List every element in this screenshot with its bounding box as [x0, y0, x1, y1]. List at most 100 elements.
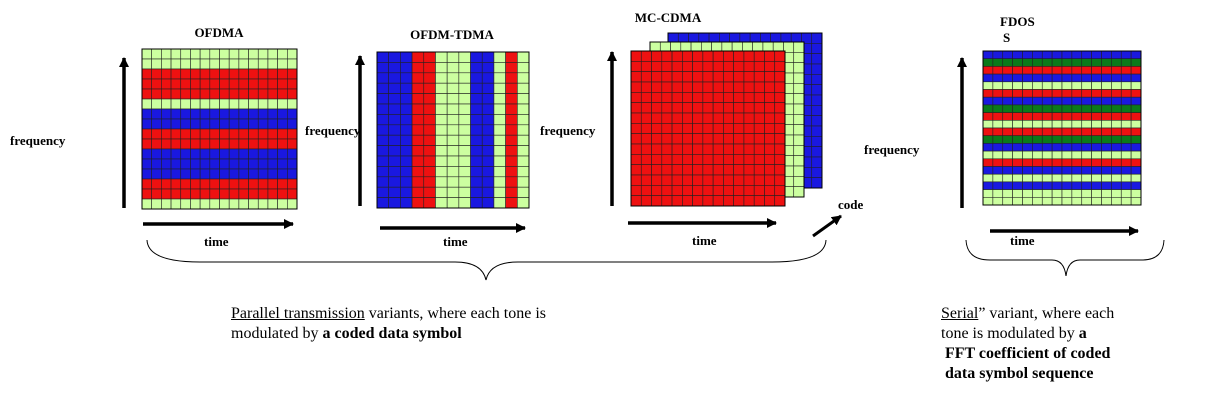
ofdma-grid-cell [161, 98, 172, 110]
fdoss-grid-cell [1130, 166, 1142, 175]
fdoss-grid-cell [1071, 120, 1083, 129]
fdoss-grid-cell [1101, 173, 1112, 183]
mc-cdma-layer-red-cell [743, 133, 755, 145]
mc-cdma-layer-red-cell [723, 61, 734, 72]
mc-cdma-layer-red-cell [712, 185, 724, 196]
mc-cdma-layer-red-cell [702, 133, 714, 145]
fdoss-grid-cell [1061, 158, 1073, 167]
fdoss-grid-cell [1051, 66, 1063, 75]
fdoss-grid-cell [1081, 73, 1092, 83]
mc-cdma-layer-red-cell [733, 174, 745, 186]
ofdm-tdma-grid-cell [446, 155, 460, 167]
ofdm-tdma-grid-cell [458, 62, 471, 74]
ofdma-grid-cell [190, 118, 201, 130]
mc-cdma-layer-red-cell [774, 123, 786, 134]
fdoss-grid-cell [1041, 189, 1053, 198]
ofdma-grid-cell [151, 108, 162, 120]
fdoss-grid-cell [1130, 96, 1142, 106]
ofdm-tdma-grid-cell [505, 93, 518, 105]
mc-cdma-layer-red-cell [702, 143, 714, 155]
ofdm-tdma-grid-cell [435, 176, 448, 188]
fdoss-grid-cell [1071, 135, 1083, 144]
ofdm-tdma-grid-cell [458, 93, 471, 105]
mc-cdma-layer-red-cell [671, 174, 683, 186]
ofdm-tdma-grid-cell [470, 114, 483, 126]
fdoss-grid-cell [1111, 189, 1122, 198]
ofdma-grid-cell [180, 108, 191, 120]
fdoss-grid-cell [1032, 158, 1043, 167]
ofdm-tdma-grid-cell [493, 166, 506, 178]
fdoss-panel: FDOS S frequency time [864, 14, 1142, 248]
ofdma-grid-cell [199, 98, 211, 110]
fdoss-grid-cell [1002, 173, 1013, 183]
fdoss-grid-cell [1130, 120, 1142, 129]
ofdma-grid-cell [180, 78, 191, 90]
ofdma-grid-cell [190, 178, 201, 190]
ofdma-grid-cell [277, 188, 288, 200]
mc-cdma-layer-red-cell [682, 71, 693, 83]
mc-cdma-layer-green-cell [793, 165, 805, 177]
fdoss-grid-cell [1061, 66, 1073, 75]
mc-cdma-layer-red-cell [764, 174, 776, 186]
ofdma-grid-cell [170, 68, 182, 80]
fdoss-grid-cell [1002, 50, 1013, 59]
fdoss-grid-cell [1032, 104, 1043, 113]
ofdma-grid-cell [170, 198, 182, 210]
ofdm-tdma-grid-cell [458, 166, 471, 178]
fdoss-grid-cell [1120, 181, 1132, 190]
fdoss-grid-cell [1002, 112, 1013, 121]
mc-cdma-layer-red-cell [764, 112, 776, 124]
ofdm-tdma-grid-cell [458, 51, 471, 63]
ofdma-grid-cell [287, 118, 298, 130]
fdoss-grid-cell [1022, 173, 1033, 183]
ofdm-tdma-grid-cell [376, 72, 389, 84]
fdoss-grid-cell [1051, 166, 1063, 175]
ofdma-grid-cell [228, 138, 240, 150]
ofdm-tdma-grid-cell [481, 166, 495, 178]
ofdma-grid-cell [141, 148, 152, 160]
ofdm-tdma-grid-cell [481, 82, 495, 94]
ofdma-grid-cell [228, 98, 240, 110]
fdoss-grid-cell [1032, 112, 1043, 121]
fdoss-grid-cell [1012, 96, 1023, 106]
fdoss-grid-cell [1022, 104, 1033, 113]
ofdm-tdma-grid-cell [493, 186, 506, 198]
mc-cdma-layer-red-cell [661, 143, 673, 155]
ofdm-tdma-grid-cell [517, 51, 530, 63]
parallel-caption-line1: variants, where each tone is [364, 305, 547, 322]
ofdm-tdma-grid-cell [446, 166, 460, 178]
fdoss-grid-cell [1012, 158, 1023, 167]
ofdm-tdma-grid-cell [517, 176, 530, 188]
fdoss-grid-cell [1081, 112, 1092, 121]
fdoss-grid-cell [992, 189, 1004, 198]
mc-cdma-layer-red-cell [743, 123, 755, 134]
ofdma-grid-cell [228, 198, 240, 210]
fdoss-grid-cell [1111, 73, 1122, 83]
mc-cdma-layer-red-cell [712, 164, 724, 176]
mc-cdma-layer-red-cell [692, 185, 704, 196]
fdoss-grid-cell [1002, 66, 1013, 75]
mc-cdma-layer-red-cell [733, 50, 745, 62]
ofdm-tdma-grid-cell [481, 186, 495, 198]
mc-cdma-layer-red-cell [682, 174, 693, 186]
ofdma-grid-cell [248, 168, 259, 180]
fdoss-grid-cell [1111, 150, 1122, 160]
mc-cdma-layer-red-cell [682, 154, 693, 165]
fdoss-grid-cell [1101, 81, 1112, 90]
ofdm-tdma-grid-cell [411, 134, 425, 146]
mc-cdma-layer-red-cell [671, 164, 683, 176]
fdoss-grid-cell [1130, 158, 1142, 167]
ofdma-grid-cell [228, 118, 240, 130]
mc-cdma-layer-red-cell [753, 123, 765, 134]
fdoss-grid-cell [1012, 66, 1023, 75]
fdoss-grid-cell [1012, 73, 1023, 83]
fdoss-grid-cell [1091, 158, 1102, 167]
fdoss-grid-cell [1071, 181, 1083, 190]
ofdm-tdma-grid-cell [400, 82, 413, 94]
ofdm-tdma-grid-cell [470, 124, 483, 136]
fdoss-grid-border [982, 50, 1142, 206]
ofdma-grid-cell [180, 48, 191, 60]
ofdma-grid-cell [238, 148, 249, 160]
ofdma-grid-cell [180, 158, 191, 170]
fdoss-grid-cell [1002, 81, 1013, 90]
